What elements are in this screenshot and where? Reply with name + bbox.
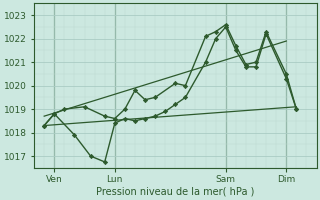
X-axis label: Pression niveau de la mer( hPa ): Pression niveau de la mer( hPa ) (96, 187, 254, 197)
